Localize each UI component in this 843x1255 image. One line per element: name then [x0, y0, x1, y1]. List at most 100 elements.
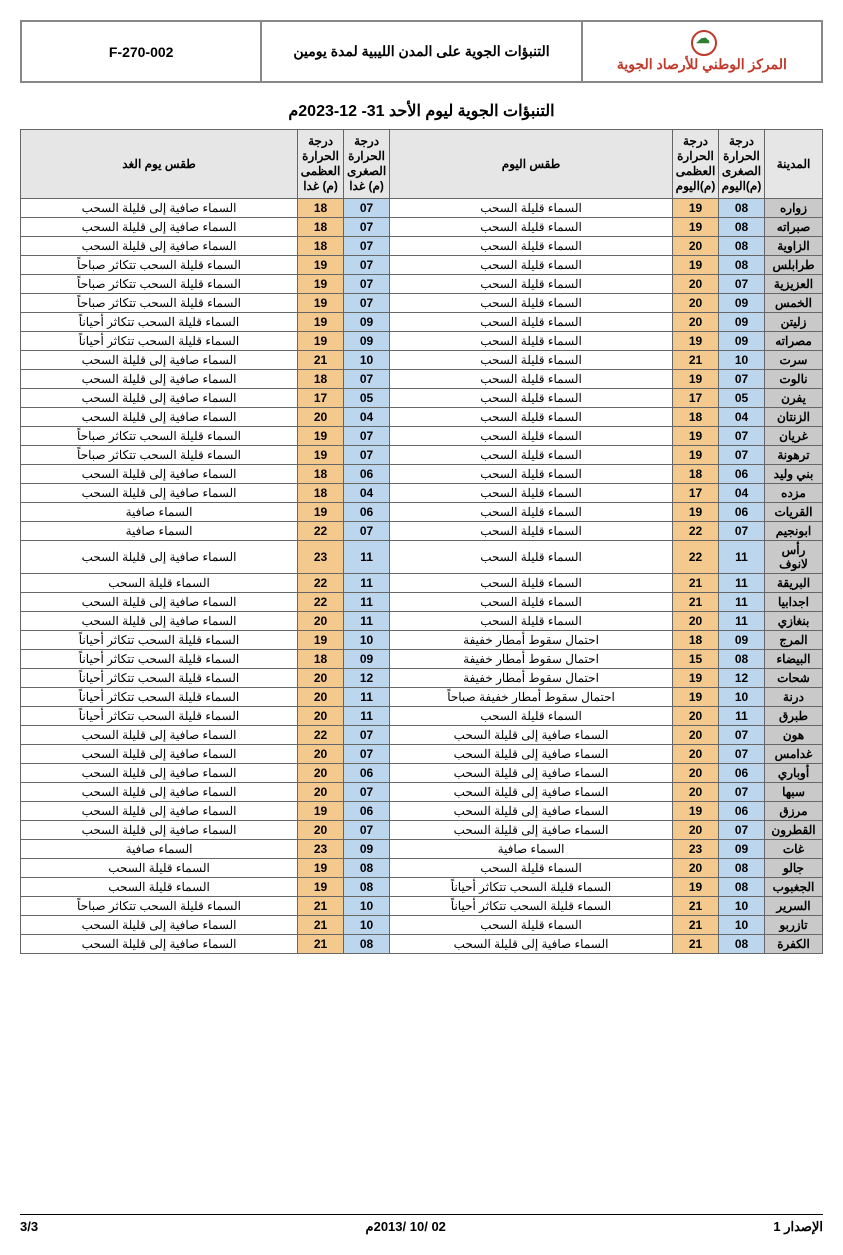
cell-max-tom: 19 — [298, 332, 344, 351]
table-row: درنة1019احتمال سقوط أمطار خفيفة صباحاً11… — [21, 688, 823, 707]
cell-weather-tom: السماء صافية إلى قليلة السحب — [21, 370, 298, 389]
cell-max-today: 20 — [673, 859, 719, 878]
table-row: تازربو1021السماء قليلة السحب1021السماء ص… — [21, 916, 823, 935]
cell-max-tom: 21 — [298, 916, 344, 935]
table-row: اجدابيا1121السماء قليلة السحب1122السماء … — [21, 593, 823, 612]
cell-weather-tom: السماء صافية إلى قليلة السحب — [21, 745, 298, 764]
cell-min-tom: 10 — [344, 351, 390, 370]
cell-min-today: 09 — [719, 840, 765, 859]
cell-max-today: 19 — [673, 802, 719, 821]
cell-city: سبها — [765, 783, 823, 802]
cell-weather-tom: السماء قليلة السحب تتكاثر أحياناً — [21, 631, 298, 650]
cell-weather-today: السماء قليلة السحب — [390, 707, 673, 726]
cell-min-tom: 10 — [344, 916, 390, 935]
cell-max-tom: 22 — [298, 522, 344, 541]
cell-min-today: 06 — [719, 503, 765, 522]
cell-min-tom: 07 — [344, 237, 390, 256]
table-row: نالوت0719السماء قليلة السحب0718السماء صا… — [21, 370, 823, 389]
cell-max-tom: 19 — [298, 802, 344, 821]
cell-weather-tom: السماء صافية إلى قليلة السحب — [21, 612, 298, 631]
table-row: سرت1021السماء قليلة السحب1021السماء صافي… — [21, 351, 823, 370]
cell-weather-tom: السماء قليلة السحب — [21, 859, 298, 878]
cell-max-tom: 20 — [298, 707, 344, 726]
cell-max-tom: 19 — [298, 313, 344, 332]
cell-max-today: 20 — [673, 745, 719, 764]
cell-weather-tom: السماء صافية إلى قليلة السحب — [21, 935, 298, 954]
table-row: البيضاء0815احتمال سقوط أمطار خفيفة0918ال… — [21, 650, 823, 669]
cell-min-today: 09 — [719, 294, 765, 313]
cell-min-today: 06 — [719, 802, 765, 821]
cell-city: نالوت — [765, 370, 823, 389]
cell-weather-tom: السماء صافية إلى قليلة السحب — [21, 237, 298, 256]
cell-weather-tom: السماء قليلة السحب تتكاثر أحياناً — [21, 650, 298, 669]
cell-city: زواره — [765, 199, 823, 218]
cell-max-today: 20 — [673, 294, 719, 313]
cell-city: شحات — [765, 669, 823, 688]
table-row: غات0923السماء صافية0923السماء صافية — [21, 840, 823, 859]
cell-weather-today: السماء قليلة السحب — [390, 351, 673, 370]
header-table: المركز الوطني للأرصاد الجوية التنبؤات ال… — [20, 20, 823, 83]
cell-min-today: 07 — [719, 726, 765, 745]
table-row: طرابلس0819السماء قليلة السحب0719السماء ق… — [21, 256, 823, 275]
cell-weather-today: السماء قليلة السحب — [390, 427, 673, 446]
cell-min-tom: 07 — [344, 726, 390, 745]
cell-city: هون — [765, 726, 823, 745]
cell-min-tom: 06 — [344, 802, 390, 821]
cell-min-today: 08 — [719, 935, 765, 954]
cell-min-tom: 07 — [344, 256, 390, 275]
footer: الإصدار 1 02 /10 /2013م 3/3 — [20, 1214, 823, 1235]
table-row: صبراته0819السماء قليلة السحب0718السماء ص… — [21, 218, 823, 237]
cell-city: غات — [765, 840, 823, 859]
cell-max-today: 18 — [673, 465, 719, 484]
table-row: زواره0819السماء قليلة السحب0718السماء صا… — [21, 199, 823, 218]
table-row: هون0720السماء صافية إلى قليلة السحب0722ا… — [21, 726, 823, 745]
cell-min-today: 10 — [719, 916, 765, 935]
cell-min-today: 08 — [719, 237, 765, 256]
cell-max-tom: 21 — [298, 351, 344, 370]
cell-min-tom: 11 — [344, 688, 390, 707]
cell-max-tom: 17 — [298, 389, 344, 408]
cell-weather-today: السماء قليلة السحب — [390, 256, 673, 275]
cell-max-today: 19 — [673, 878, 719, 897]
cell-weather-tom: السماء قليلة السحب تتكاثر أحياناً — [21, 332, 298, 351]
cell-max-tom: 21 — [298, 935, 344, 954]
cell-min-tom: 07 — [344, 821, 390, 840]
cell-max-today: 20 — [673, 783, 719, 802]
cell-weather-today: السماء صافية إلى قليلة السحب — [390, 745, 673, 764]
cell-min-tom: 11 — [344, 612, 390, 631]
cell-min-tom: 07 — [344, 218, 390, 237]
table-row: ترهونة0719السماء قليلة السحب0719السماء ق… — [21, 446, 823, 465]
cell-weather-tom: السماء صافية إلى قليلة السحب — [21, 764, 298, 783]
cell-weather-today: السماء قليلة السحب — [390, 859, 673, 878]
cell-max-today: 20 — [673, 821, 719, 840]
cell-max-tom: 20 — [298, 764, 344, 783]
cell-max-today: 19 — [673, 446, 719, 465]
cell-weather-tom: السماء قليلة السحب تتكاثر صباحاً — [21, 294, 298, 313]
cell-weather-tom: السماء صافية — [21, 503, 298, 522]
cell-min-tom: 04 — [344, 408, 390, 427]
cell-weather-today: السماء قليلة السحب — [390, 389, 673, 408]
cell-weather-today: السماء قليلة السحب — [390, 294, 673, 313]
footer-date: 02 /10 /2013م — [366, 1219, 446, 1235]
subtitle-cell: التنبؤات الجوية على المدن الليبية لمدة ي… — [261, 21, 581, 82]
cell-max-today: 20 — [673, 764, 719, 783]
table-row: بنغازي1120السماء قليلة السحب1120السماء ص… — [21, 612, 823, 631]
cell-min-today: 11 — [719, 541, 765, 574]
cell-weather-tom: السماء قليلة السحب تتكاثر أحياناً — [21, 313, 298, 332]
table-row: شحات1219احتمال سقوط أمطار خفيفة1220السما… — [21, 669, 823, 688]
cell-min-today: 05 — [719, 389, 765, 408]
cell-weather-tom: السماء صافية إلى قليلة السحب — [21, 351, 298, 370]
cell-weather-today: السماء قليلة السحب — [390, 541, 673, 574]
cell-max-today: 19 — [673, 256, 719, 275]
org-cell: المركز الوطني للأرصاد الجوية — [582, 21, 822, 82]
cell-min-tom: 11 — [344, 574, 390, 593]
cell-min-tom: 12 — [344, 669, 390, 688]
cell-max-today: 19 — [673, 218, 719, 237]
cell-max-tom: 19 — [298, 427, 344, 446]
table-row: مصراته0919السماء قليلة السحب0919السماء ق… — [21, 332, 823, 351]
table-body: زواره0819السماء قليلة السحب0718السماء صا… — [21, 199, 823, 954]
cell-max-today: 17 — [673, 484, 719, 503]
cell-weather-tom: السماء صافية إلى قليلة السحب — [21, 408, 298, 427]
cell-city: طبرق — [765, 707, 823, 726]
cell-city: غريان — [765, 427, 823, 446]
